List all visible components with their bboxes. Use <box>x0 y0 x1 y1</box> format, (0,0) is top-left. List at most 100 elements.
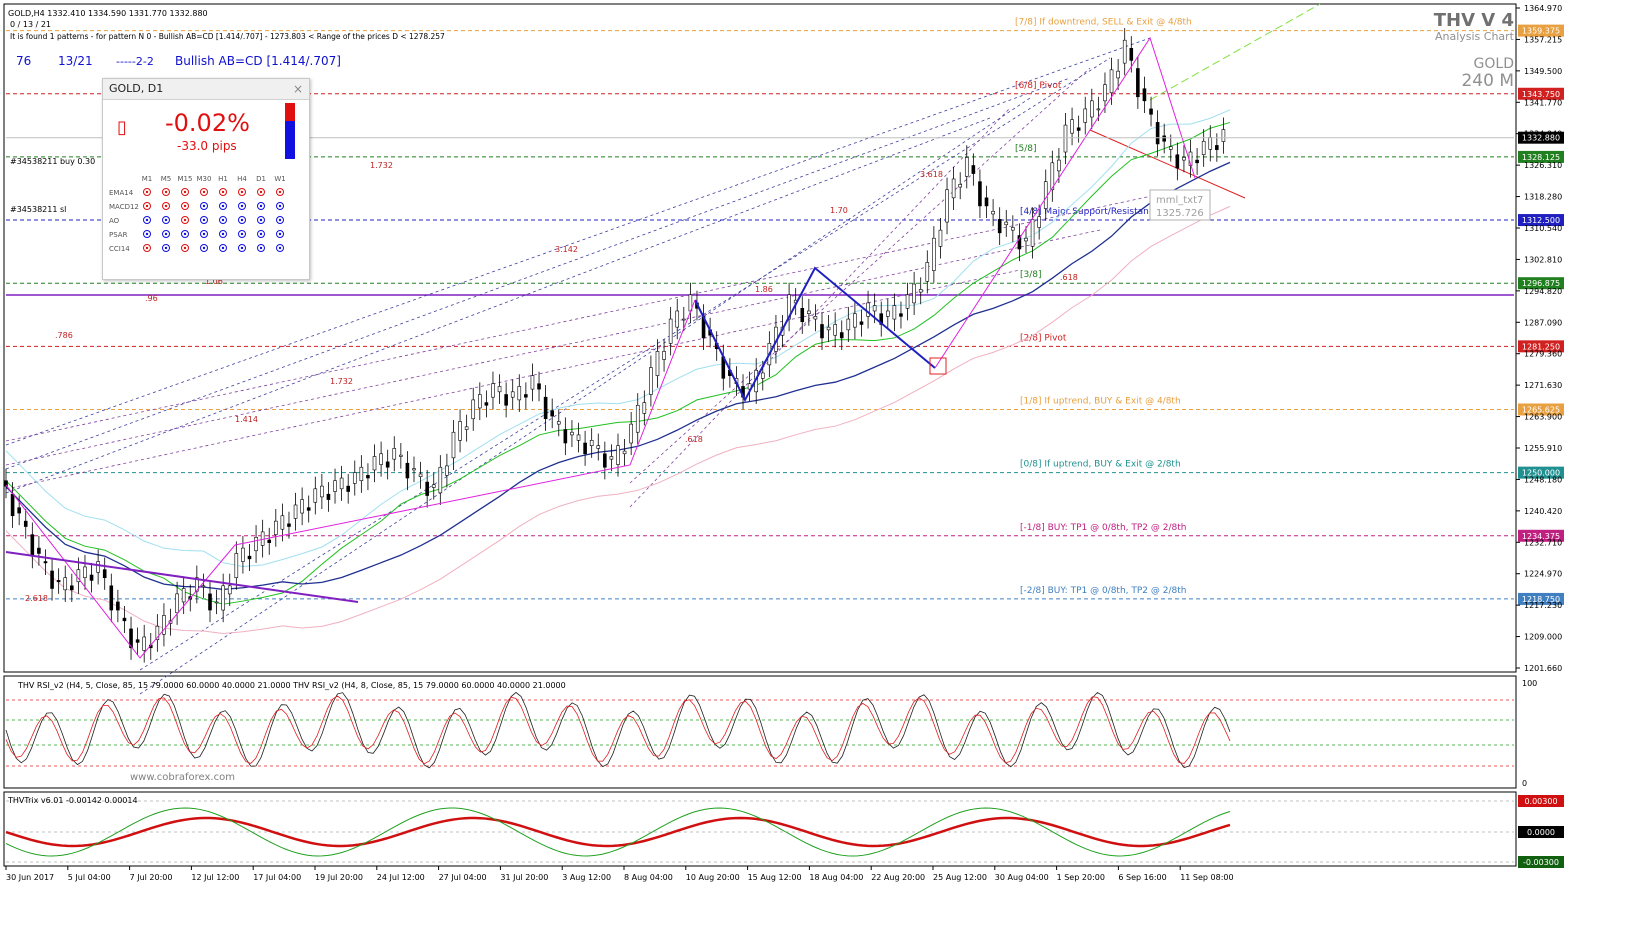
candle-body <box>83 566 87 579</box>
trix-tag <box>1518 826 1564 838</box>
candle-body <box>445 465 449 476</box>
candle-body <box>859 321 864 325</box>
time-tick-label: 18 Aug 04:00 <box>809 873 863 882</box>
candle-body <box>63 577 68 591</box>
candle-body <box>1182 157 1186 161</box>
candle-body <box>241 547 245 562</box>
time-tick-label: 30 Jun 2017 <box>6 873 54 882</box>
candle-body <box>274 520 278 535</box>
signal-dot <box>257 202 265 210</box>
mml-text: [-2/8] BUY: TP1 @ 0/8th, TP2 @ 2/8th <box>1020 586 1186 596</box>
candle-body <box>609 456 614 460</box>
watermark: www.cobraforex.com <box>130 772 235 783</box>
time-tick-label: 24 Jul 12:00 <box>377 873 425 882</box>
brand-symbol: GOLD <box>1474 56 1514 72</box>
d-zone <box>929 357 947 375</box>
candle-body <box>405 462 410 479</box>
signal-dot <box>181 188 189 196</box>
candle-body <box>1103 84 1107 102</box>
signal-dot-center <box>202 204 206 208</box>
murrey-math-lines: [7/8] If downtrend, SELL & Exit @ 4/8th 1… <box>6 18 1564 605</box>
candle-body <box>1149 108 1153 115</box>
signal-dot-center <box>145 246 149 250</box>
time-tick-label: 8 Aug 04:00 <box>624 873 673 882</box>
indicator-label: EMA14 <box>109 189 134 197</box>
widget-title[interactable]: GOLD, D1 × <box>103 79 309 100</box>
candle-body <box>517 386 522 401</box>
price-tick-label: 1294.820 <box>1524 287 1562 296</box>
price-axis: 1364.9701357.2151349.5001341.7701334.040… <box>6 4 1564 673</box>
signal-dot <box>200 216 208 224</box>
price-tick-label: 1217.230 <box>1524 601 1562 610</box>
signal-dot <box>162 230 170 238</box>
candle-body <box>129 628 133 649</box>
mml-tag-text: 1234.375 <box>1522 532 1560 541</box>
signal-dot-center <box>145 204 149 208</box>
signal-dot-center <box>240 190 244 194</box>
candle-body <box>451 431 456 459</box>
price-tick-label: 1271.630 <box>1524 381 1562 390</box>
candle-body <box>839 332 844 339</box>
fib-label: 1.06 <box>205 277 223 286</box>
candle-body <box>682 318 686 321</box>
signal-widget[interactable]: GOLD, D1 × ▯ -0.02% -33.0 pips M1 M5 M15 M3… <box>102 78 310 280</box>
time-tick-label: 11 Sep 08:00 <box>1180 873 1233 882</box>
price-tick-label: 1263.900 <box>1524 413 1562 422</box>
mml-tag <box>1518 150 1564 163</box>
mml-text: [6/8] Pivot <box>1015 81 1062 91</box>
channel-line <box>5 551 359 603</box>
pattern-info: It is found 1 patterns - for pattern N 0… <box>10 32 445 41</box>
candle-body <box>1221 129 1226 142</box>
candle-body <box>1004 221 1009 226</box>
mml-tag <box>1518 592 1564 605</box>
close-icon[interactable]: × <box>292 82 303 96</box>
candle-body <box>635 404 640 433</box>
signal-dot <box>276 202 284 210</box>
price-tick-label: 1341.770 <box>1524 98 1562 107</box>
mml-tag <box>1518 403 1564 416</box>
candle-body <box>1037 216 1041 228</box>
candle-body <box>109 585 114 611</box>
candle-body <box>234 553 239 579</box>
candle-body <box>872 305 877 312</box>
fib-label: 3.142 <box>555 245 578 254</box>
signal-dot-center <box>183 232 187 236</box>
candle-body <box>668 318 673 344</box>
trix-tag <box>1518 856 1564 868</box>
rsi-lines <box>5 691 1514 769</box>
tf-label: H1 <box>218 175 228 183</box>
mml-text: [4/8] Major Support/Resistance <box>1020 207 1160 217</box>
signal-dot-center <box>240 218 244 222</box>
mml-tag-text: 1359.375 <box>1522 27 1560 36</box>
signal-dot <box>200 244 208 252</box>
candle-body <box>938 229 943 247</box>
signal-dot <box>257 244 265 252</box>
current-price-tag <box>1518 131 1564 144</box>
mml-tag-text: 1343.750 <box>1522 90 1560 99</box>
candle-body <box>287 523 291 527</box>
fan-line <box>5 37 1151 446</box>
candle-body <box>484 402 489 406</box>
signal-dot <box>257 216 265 224</box>
candle-body <box>958 184 962 188</box>
candle-body <box>425 481 429 496</box>
stat-3: -----2-2 <box>116 55 154 68</box>
trix-tag <box>1518 795 1564 807</box>
candle-body <box>372 456 377 471</box>
candle-body <box>787 294 791 320</box>
signal-dot <box>162 202 170 210</box>
candle-body <box>76 569 81 583</box>
candle-body <box>162 615 166 635</box>
candlesticks <box>4 28 1226 663</box>
signal-dot <box>143 188 151 196</box>
signal-dot-center <box>183 246 187 250</box>
mml-text: [0/8] If uptrend, BUY & Exit @ 2/8th <box>1020 460 1181 470</box>
mml-tag <box>1518 277 1564 290</box>
indicator-label: PSAR <box>109 231 128 239</box>
signal-dot <box>276 188 284 196</box>
candle-body <box>1076 127 1081 131</box>
signal-dot <box>276 230 284 238</box>
mml-tag-text: 1328.125 <box>1522 153 1560 162</box>
time-axis: 30 Jun 2017 5 Jul 04:00 7 Jul 20:00 12 Jul … <box>5 866 1234 882</box>
